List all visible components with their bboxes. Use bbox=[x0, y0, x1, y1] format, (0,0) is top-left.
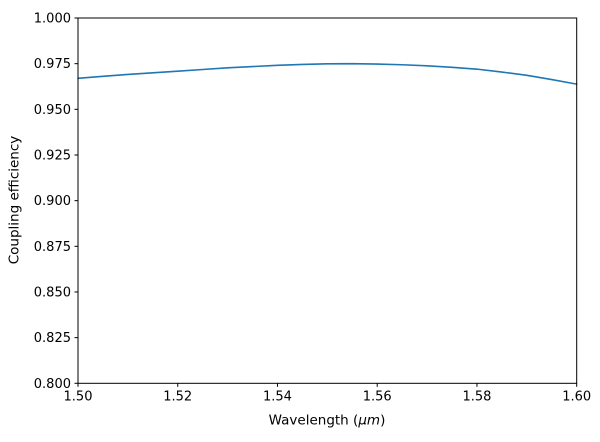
x-tick-label: 1.52 bbox=[163, 389, 192, 404]
y-tick-label: 1.000 bbox=[34, 12, 71, 27]
x-tick-label: 1.60 bbox=[562, 389, 591, 404]
y-axis-label: Coupling efficiency bbox=[6, 135, 23, 265]
y-tick-label: 0.925 bbox=[34, 148, 71, 163]
x-axis-label-unit: μm bbox=[358, 412, 381, 429]
y-tick-label: 0.825 bbox=[34, 331, 71, 346]
y-tick-label: 0.850 bbox=[34, 285, 71, 300]
y-tick-label: 0.800 bbox=[34, 377, 71, 392]
x-axis-label-prefix: Wavelength ( bbox=[268, 412, 359, 429]
x-tick-label: 1.54 bbox=[263, 389, 292, 404]
x-tick-label: 1.50 bbox=[64, 389, 93, 404]
x-axis-label: Wavelength (μm) bbox=[269, 414, 386, 428]
y-tick-label: 0.875 bbox=[34, 240, 71, 255]
y-tick-label: 0.975 bbox=[34, 57, 71, 72]
y-tick-label: 0.950 bbox=[34, 103, 71, 118]
x-tick-label: 1.56 bbox=[363, 389, 392, 404]
data-series-line bbox=[77, 62, 578, 85]
x-axis-label-suffix: ) bbox=[380, 412, 386, 429]
x-tick-label: 1.58 bbox=[462, 389, 491, 404]
y-tick-label: 0.900 bbox=[34, 194, 71, 209]
